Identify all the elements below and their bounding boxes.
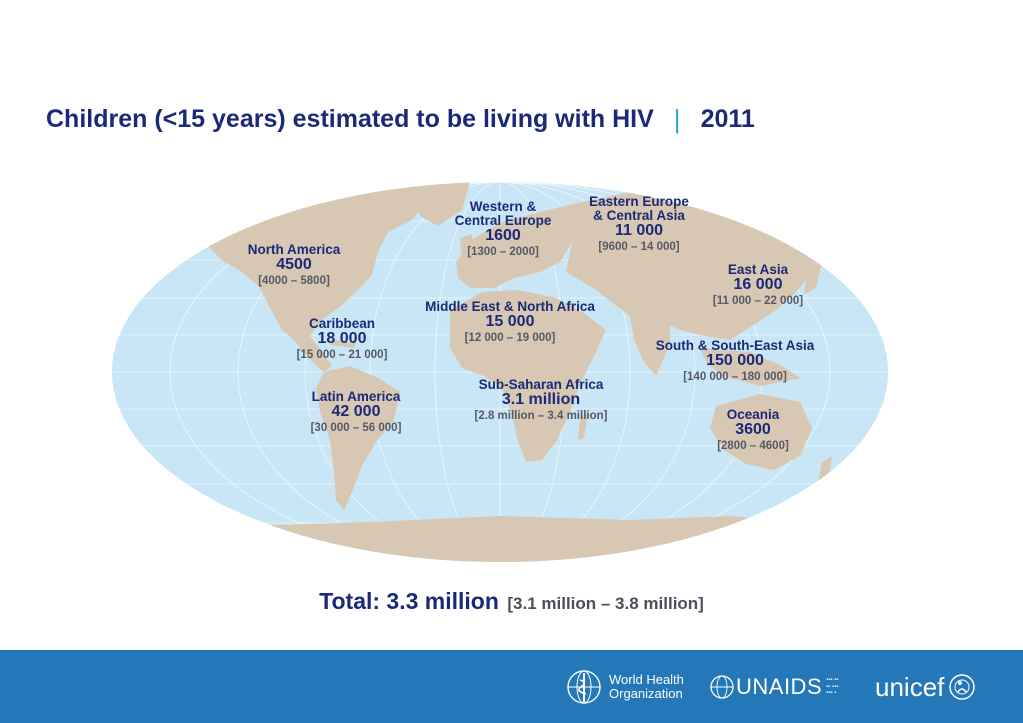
region-name: South & South-East Asia — [655, 338, 815, 353]
land-madagascar — [578, 412, 588, 440]
land-india — [630, 316, 670, 376]
region-name: Oceania — [726, 407, 780, 422]
land-africa — [450, 290, 606, 462]
region-value: 15 000 — [485, 313, 535, 331]
land-japan — [804, 260, 822, 294]
page-title: Children (<15 years) estimated to be liv… — [46, 99, 755, 139]
region-range: [2800 – 4600] — [717, 439, 789, 452]
region-value: 3600 — [735, 421, 771, 439]
region-name: & Central Asia — [593, 208, 685, 224]
region-range: [30 000 – 56 000] — [310, 421, 402, 434]
region-east-asia: East Asia 16 000 [11 000 – 22 000] — [712, 262, 804, 308]
region-name: Central Europe — [454, 213, 552, 229]
total-summary: Total: 3.3 million [3.1 million – 3.8 mi… — [0, 588, 1023, 615]
region-value: 18 000 — [317, 330, 367, 348]
region-value: 42 000 — [331, 403, 381, 421]
title-separator: | — [673, 103, 681, 134]
unicef-emblem-icon — [949, 674, 976, 700]
who-name-line1: World Health — [609, 671, 684, 687]
unicef-wordmark: unicef — [875, 671, 945, 702]
unaids-logo: UNAIDS ▪▪▪ ▪▪ ▪▪ ▪▪▪ ▪▪▪ ▪ — [708, 672, 860, 702]
region-caribbean: Caribbean 18 000 [15 000 – 21 000] — [296, 316, 388, 362]
region-value: 4500 — [276, 256, 312, 274]
region-north-america: North America 4500 [4000 – 5800] — [247, 242, 341, 288]
region-value: 150 000 — [706, 352, 764, 370]
land-australia — [710, 394, 812, 470]
region-range: [12 000 – 19 000] — [464, 331, 556, 344]
footer-bar — [0, 650, 1023, 723]
region-name: Sub-Saharan Africa — [478, 377, 604, 392]
land-north-america — [208, 186, 428, 340]
region-name: Eastern Europe — [589, 194, 689, 209]
total-label: Total: 3.3 million — [319, 588, 499, 614]
land-europe — [456, 202, 588, 288]
region-range: [2.8 million – 3.4 million] — [474, 409, 608, 422]
land-southeast-asia-islands — [700, 348, 800, 386]
region-value: 11 000 — [614, 222, 664, 240]
un-emblem-icon — [710, 675, 734, 699]
region-western-central-europe: Western & Central Europe 1600 [1300 – 2000] — [454, 199, 552, 259]
unaids-wordmark: UNAIDS — [736, 674, 823, 699]
region-range: [9600 – 14 000] — [598, 240, 680, 253]
region-name: North America — [247, 242, 341, 257]
region-range: [4000 – 5800] — [258, 274, 330, 287]
region-eastern-europe-central-asia: Eastern Europe & Central Asia 11 000 [9600 … — [589, 194, 689, 254]
region-name: Caribbean — [308, 316, 376, 331]
land-antarctica — [112, 516, 888, 562]
region-name: Western & — [469, 199, 537, 214]
total-range: [3.1 million – 3.8 million] — [507, 594, 704, 613]
land-greenland — [410, 182, 470, 226]
land-caribbean — [330, 340, 356, 348]
region-oceania: Oceania 3600 [2800 – 4600] — [717, 407, 789, 453]
world-map-graphic — [112, 182, 888, 562]
region-south-south-east-asia: South & South-East Asia 150 000 [140 000 –… — [655, 338, 815, 384]
region-range: [1300 – 2000] — [467, 245, 539, 258]
region-range: [11 000 – 22 000] — [712, 294, 804, 307]
unaids-small-print: ▪▪▪ ▪▪ ▪▪ ▪▪▪ ▪▪▪ ▪ — [826, 677, 839, 697]
region-sub-saharan-africa: Sub-Saharan Africa 3.1 million [2.8 millio… — [474, 377, 608, 423]
region-name: Middle East & North Africa — [425, 299, 595, 314]
land-uk — [460, 234, 474, 256]
region-latin-america: Latin America 42 000 [30 000 – 56 000] — [310, 389, 402, 435]
title-main: Children (<15 years) estimated to be liv… — [46, 104, 654, 133]
unicef-logo: unicef — [875, 670, 977, 704]
region-range: [140 000 – 180 000] — [683, 370, 787, 383]
region-range: [15 000 – 21 000] — [296, 348, 388, 361]
region-name: Latin America — [311, 389, 401, 404]
region-value: 16 000 — [733, 276, 783, 294]
who-emblem-icon — [567, 670, 601, 704]
world-map — [110, 180, 890, 564]
region-name: East Asia — [727, 262, 789, 277]
region-value: 3.1 million — [501, 391, 581, 409]
region-value: 1600 — [485, 227, 521, 245]
land-central-america — [294, 336, 332, 372]
who-logo: World Health Organization — [565, 667, 684, 707]
title-year: 2011 — [700, 104, 755, 133]
region-middle-east-north-africa: Middle East & North Africa 15 000 [12 000 … — [425, 299, 595, 345]
who-name-line2: Organization — [609, 686, 683, 701]
land-south-america — [316, 366, 400, 510]
